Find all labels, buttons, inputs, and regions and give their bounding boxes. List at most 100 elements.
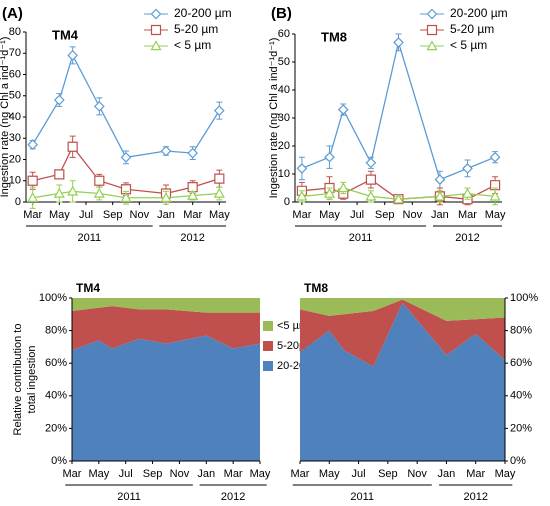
y-tick-label: 100% [510, 292, 538, 304]
y-tick-label: 30 [278, 112, 290, 124]
y-tick-label: 40 [9, 111, 21, 123]
marker [489, 151, 501, 163]
x-tick-label: Jan [438, 468, 456, 480]
y-axis-label: total ingestion [26, 346, 38, 414]
x-tick-label: Nov [403, 209, 423, 221]
marker [187, 189, 199, 200]
x-tick-label: Mar [292, 209, 311, 221]
x-tick-label: Mar [291, 468, 310, 480]
legend-swatch [263, 361, 273, 371]
x-tick-label: Sep [378, 468, 398, 480]
legend-label: 5-20 µm [174, 22, 218, 36]
marker [160, 192, 172, 202]
x-tick-label: Jul [119, 468, 133, 480]
marker [187, 147, 199, 159]
marker [67, 141, 78, 152]
marker [27, 175, 38, 186]
x-tick-label: Jul [352, 468, 366, 480]
y-tick-label: 10 [278, 168, 290, 180]
x-tick-label: May [319, 468, 340, 480]
area-layer [300, 298, 505, 321]
area-layer [72, 298, 260, 313]
marker [426, 8, 438, 20]
marker [214, 173, 225, 184]
marker [296, 163, 308, 174]
marker [187, 182, 198, 193]
y-tick-label: 80% [510, 325, 532, 337]
x-tick-label: Sep [103, 209, 123, 221]
y-tick-label: 40 [278, 84, 290, 96]
y-tick-label: 0 [284, 196, 290, 208]
legend-label: 5-20 µm [450, 22, 494, 36]
x-tick-label: Jan [197, 468, 215, 480]
year-label: 2012 [221, 491, 245, 503]
marker [489, 190, 501, 201]
legend-label: 20-200 µm [450, 6, 508, 20]
marker [337, 104, 349, 115]
x-tick-label: Mar [224, 468, 243, 480]
marker [296, 190, 308, 201]
x-tick-label: Mar [458, 209, 477, 221]
marker [434, 174, 446, 185]
marker [490, 180, 501, 191]
x-tick-label: Nov [130, 209, 150, 221]
y-tick-label: 20 [9, 153, 21, 165]
year-label: 2011 [117, 491, 141, 503]
year-label: 2012 [463, 491, 487, 503]
x-tick-label: Mar [466, 468, 485, 480]
legend-label: < 5 µm [174, 38, 211, 52]
marker [67, 50, 79, 61]
x-tick-label: Jan [431, 209, 449, 221]
y-tick-label: 70 [9, 47, 21, 59]
marker [213, 187, 225, 198]
legend-swatch [263, 341, 273, 351]
y-tick-label: 40% [510, 390, 532, 402]
marker [323, 187, 336, 198]
marker [160, 145, 172, 157]
marker [27, 139, 39, 150]
marker [365, 190, 377, 201]
x-tick-label: Jul [350, 209, 364, 221]
y-tick-label: 20% [45, 422, 67, 434]
y-axis-label: Ingestion rate (ng Chl a ind⁻¹d⁻¹) [268, 38, 280, 199]
marker [392, 193, 405, 204]
marker [426, 40, 438, 51]
x-tick-label: Sep [375, 209, 395, 221]
marker [365, 174, 376, 185]
marker [67, 185, 79, 196]
y-tick-label: 60 [278, 28, 290, 40]
x-tick-label: Nov [170, 468, 190, 480]
year-label: 2011 [78, 232, 102, 244]
marker [393, 37, 404, 48]
area-layer [300, 299, 505, 367]
x-tick-label: Jul [79, 209, 93, 221]
marker [324, 151, 335, 163]
y-tick-label: 80% [45, 325, 67, 337]
y-axis-label: Relative contribution to [12, 324, 24, 436]
marker [93, 187, 105, 198]
y-tick-label: 0% [510, 455, 526, 467]
marker [462, 163, 473, 174]
marker [461, 187, 474, 198]
legend-label: 20-200 µm [174, 6, 232, 20]
x-tick-label: May [209, 209, 230, 221]
year-label: 2012 [455, 232, 479, 244]
y-tick-label: 60% [510, 357, 532, 369]
marker [150, 40, 162, 51]
chart-title: TM4 [76, 281, 100, 295]
x-tick-label: Mar [23, 209, 42, 221]
y-tick-label: 80 [9, 26, 21, 38]
panel-label: (A) [2, 5, 23, 22]
marker [93, 101, 105, 112]
x-tick-label: May [49, 209, 70, 221]
marker [120, 192, 132, 202]
y-tick-label: 50 [9, 90, 21, 102]
x-tick-label: May [250, 468, 271, 480]
y-axis-label: Ingestion rate (ng Chl a ind⁻¹d⁻¹) [0, 37, 11, 198]
series-line [301, 39, 496, 181]
marker [426, 24, 438, 36]
chart-title: TM4 [52, 27, 79, 42]
legend-swatch [263, 321, 273, 331]
